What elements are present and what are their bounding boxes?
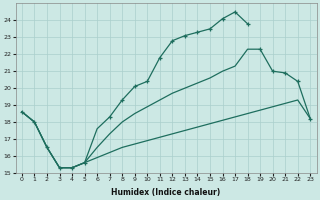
X-axis label: Humidex (Indice chaleur): Humidex (Indice chaleur) bbox=[111, 188, 221, 197]
